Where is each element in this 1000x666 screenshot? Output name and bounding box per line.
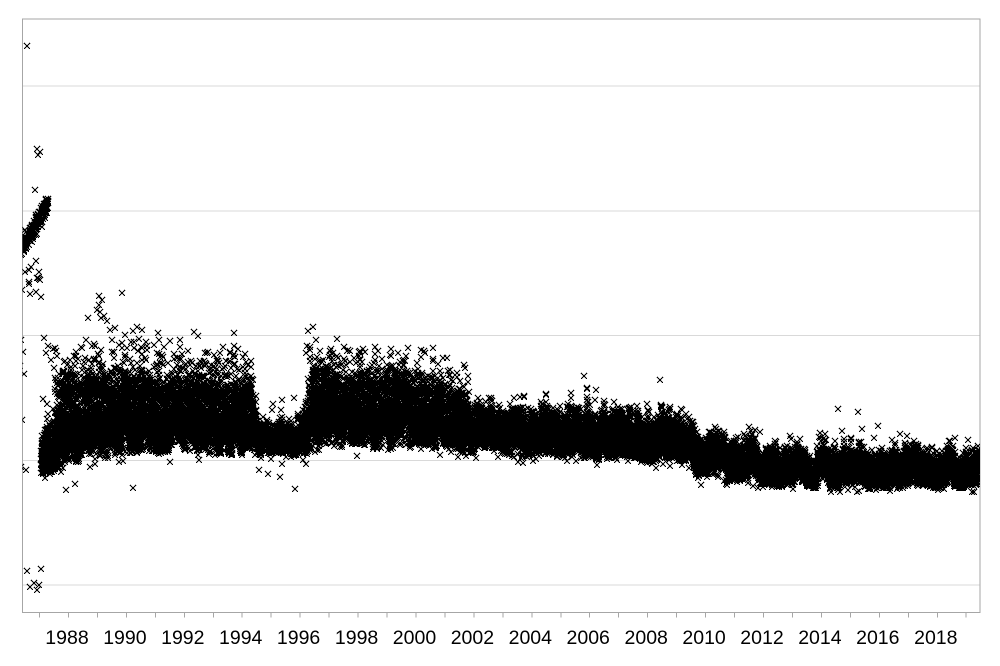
svg-text:1988: 1988 — [45, 627, 88, 649]
svg-text:2014: 2014 — [798, 627, 842, 649]
svg-text:2002: 2002 — [451, 627, 494, 649]
svg-text:2000: 2000 — [393, 627, 437, 649]
svg-text:1994: 1994 — [219, 627, 263, 649]
svg-text:1998: 1998 — [335, 627, 378, 649]
svg-text:2012: 2012 — [740, 627, 783, 649]
svg-text:2008: 2008 — [625, 627, 668, 649]
svg-text:2018: 2018 — [914, 627, 957, 649]
svg-text:2016: 2016 — [856, 627, 899, 649]
svg-text:2006: 2006 — [567, 627, 610, 649]
svg-text:1990: 1990 — [103, 627, 147, 649]
svg-text:1992: 1992 — [161, 627, 204, 649]
svg-text:2010: 2010 — [682, 627, 726, 649]
svg-text:1996: 1996 — [277, 627, 320, 649]
svg-text:2004: 2004 — [509, 627, 553, 649]
